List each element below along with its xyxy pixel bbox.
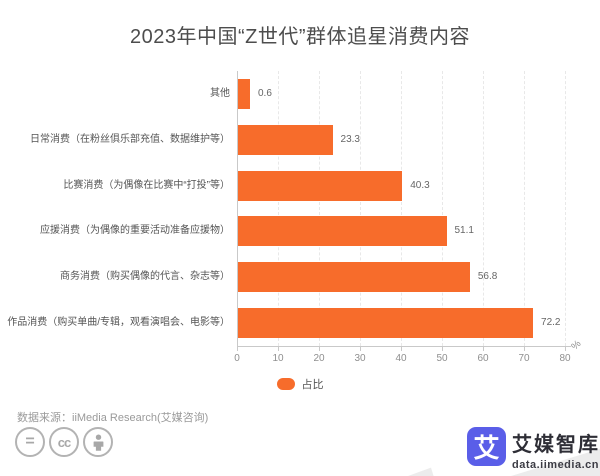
- x-tick-label: 60: [477, 353, 489, 364]
- tick-mark: [278, 347, 279, 351]
- x-tick-label: 40: [395, 353, 407, 364]
- tick-mark: [565, 347, 566, 351]
- grid-line: [442, 71, 443, 346]
- category-label: 其他: [210, 87, 230, 99]
- x-tick-label: 30: [354, 353, 366, 364]
- x-tick-label: 10: [272, 353, 284, 364]
- logo-mark-icon: 艾: [467, 427, 506, 466]
- legend[interactable]: 占比: [0, 376, 600, 392]
- bar-value-label: 51.1: [454, 225, 474, 237]
- equals-icon: =: [15, 427, 45, 457]
- category-label: 日常消费（在粉丝俱乐部充值、数据维护等）: [30, 133, 230, 145]
- tick-mark: [401, 347, 402, 351]
- chart-title: 2023年中国“Z世代”群体追星消费内容: [129, 26, 471, 48]
- y-axis-line: [237, 71, 238, 346]
- category-label: 商务消费（购买偶像的代言、杂志等）: [60, 271, 230, 283]
- logo-name: 艾媒智库: [512, 434, 600, 456]
- x-tick-label: 70: [518, 353, 530, 364]
- bar: [237, 78, 250, 109]
- bar: [237, 124, 333, 155]
- tick-mark: [360, 347, 361, 351]
- category-label: 应援消费（为偶像的重要活动准备应援物）: [40, 225, 230, 237]
- bar: [237, 216, 447, 247]
- bar-value-label: 0.6: [258, 87, 272, 99]
- grid-line: [278, 71, 279, 346]
- grid-line: [565, 71, 566, 346]
- grid-line: [401, 71, 402, 346]
- x-tick-label: 0: [234, 353, 240, 364]
- axis-unit-label: %: [569, 338, 584, 353]
- bar: [237, 262, 470, 293]
- bar-value-label: 23.3: [340, 133, 360, 145]
- legend-swatch: [276, 378, 295, 390]
- tick-mark: [442, 347, 443, 351]
- plot-area: [237, 71, 566, 346]
- category-label: 比赛消费（为偶像在比赛中“打投”等）: [63, 179, 230, 191]
- tick-mark: [237, 347, 238, 351]
- x-tick-label: 80: [559, 353, 571, 364]
- source-text: 数据来源：iiMedia Research(艾媒咨询): [17, 412, 209, 424]
- x-tick-label: 20: [313, 353, 325, 364]
- grid-line: [319, 71, 320, 346]
- legend-label: 占比: [301, 379, 324, 391]
- tick-mark: [524, 347, 525, 351]
- bar: [237, 170, 403, 201]
- cc-icon: cc: [49, 427, 79, 457]
- category-label: 作品消费（购买单曲/专辑，观看演唱会、电影等）: [7, 317, 230, 329]
- grid-line: [483, 71, 484, 346]
- logo: 艾 艾媒智库 data.iimedia.cn: [390, 400, 600, 476]
- bar-value-label: 56.8: [477, 271, 498, 283]
- x-tick-label: 50: [436, 353, 448, 364]
- tick-mark: [483, 347, 484, 351]
- bar-value-label: 72.2: [541, 317, 561, 329]
- tick-mark: [319, 347, 320, 351]
- x-axis-line: [237, 346, 571, 347]
- logo-domain: data.iimedia.cn: [512, 459, 599, 471]
- grid-line: [360, 71, 361, 346]
- bar-value-label: 40.3: [410, 179, 430, 191]
- grid-line: [524, 71, 525, 346]
- license-icons: = cc: [15, 427, 113, 457]
- person-icon: [83, 427, 113, 457]
- bar: [237, 308, 534, 339]
